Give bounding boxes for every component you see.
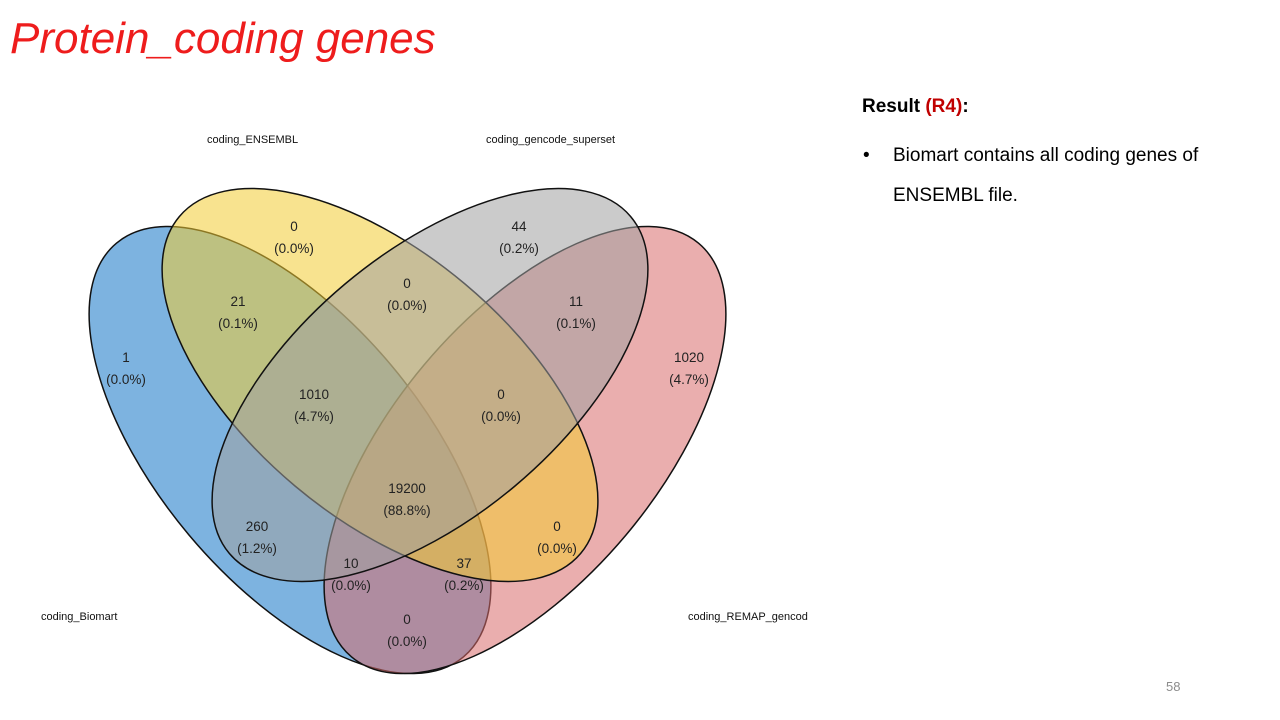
region-count: 1 xyxy=(122,350,130,365)
region-count: 0 xyxy=(403,276,411,291)
result-tag: (R4) xyxy=(925,96,963,117)
region-count: 1010 xyxy=(299,387,329,402)
region-count: 11 xyxy=(569,294,583,309)
region-ensembl-gencode-remap: 0 (0.0%) xyxy=(481,387,521,424)
region-biomart-gencode: 260 (1.2%) xyxy=(237,519,277,556)
set-label-gencode: coding_gencode_superset xyxy=(486,134,615,146)
region-ensembl-remap: 0 (0.0%) xyxy=(537,519,577,556)
bullet-item: • Biomart contains all coding genes of EN… xyxy=(862,136,1262,216)
region-percent: (0.2%) xyxy=(444,578,484,593)
region-remap-only: 1020 (4.7%) xyxy=(669,350,709,387)
region-percent: (4.7%) xyxy=(669,372,709,387)
bullet-text: Biomart contains all coding genes of ENS… xyxy=(893,145,1199,206)
region-percent: (0.0%) xyxy=(274,241,314,256)
venn-ellipses xyxy=(88,187,727,675)
region-percent: (0.0%) xyxy=(387,298,427,313)
result-panel: Result (R4): • Biomart contains all codin… xyxy=(862,96,1262,216)
set-ellipse-gencode xyxy=(211,187,649,583)
region-biomart-ensembl-gencode: 1010 (4.7%) xyxy=(294,387,334,424)
slide-title: Protein_coding genes xyxy=(10,14,436,63)
region-ensembl-only: 0 (0.0%) xyxy=(274,219,314,256)
region-count: 21 xyxy=(230,294,245,309)
set-label-remap: coding_REMAP_gencod xyxy=(688,611,808,623)
region-percent: (0.2%) xyxy=(499,241,539,256)
region-all-four: 19200 (88.8%) xyxy=(383,481,430,518)
region-count: 0 xyxy=(497,387,505,402)
region-count: 1020 xyxy=(674,350,704,365)
region-count: 19200 xyxy=(388,481,426,496)
bullet-list: • Biomart contains all coding genes of EN… xyxy=(862,136,1262,216)
region-percent: (0.0%) xyxy=(537,541,577,556)
region-biomart-ensembl: 21 (0.1%) xyxy=(218,294,258,331)
region-count: 0 xyxy=(553,519,561,534)
region-count: 37 xyxy=(456,556,471,571)
region-percent: (0.0%) xyxy=(481,409,521,424)
region-percent: (1.2%) xyxy=(237,541,277,556)
region-biomart-remap: 0 (0.0%) xyxy=(387,612,427,649)
region-biomart-gencode-remap: 10 (0.0%) xyxy=(331,556,371,593)
region-count: 0 xyxy=(290,219,298,234)
region-ensembl-gencode: 0 (0.0%) xyxy=(387,276,427,313)
region-percent: (0.0%) xyxy=(331,578,371,593)
region-count: 10 xyxy=(343,556,358,571)
set-label-ensembl: coding_ENSEMBL xyxy=(207,134,298,146)
page-number: 58 xyxy=(1166,679,1181,694)
region-biomart-ensembl-remap: 37 (0.2%) xyxy=(444,556,484,593)
result-heading-suffix: : xyxy=(962,96,969,117)
set-label-biomart: coding_Biomart xyxy=(41,611,117,623)
region-biomart-only: 1 (0.0%) xyxy=(106,350,146,387)
region-percent: (0.0%) xyxy=(106,372,146,387)
region-percent: (0.0%) xyxy=(387,634,427,649)
venn-diagram: coding_ENSEMBL coding_gencode_superset c… xyxy=(41,134,808,675)
region-percent: (0.1%) xyxy=(218,316,258,331)
region-count: 44 xyxy=(511,219,527,234)
result-heading: Result (R4): xyxy=(862,96,1262,118)
region-percent: (88.8%) xyxy=(383,503,430,518)
region-percent: (0.1%) xyxy=(556,316,596,331)
bullet-marker: • xyxy=(863,145,870,166)
region-count: 0 xyxy=(403,612,411,627)
result-heading-prefix: Result xyxy=(862,96,926,117)
region-gencode-remap: 11 (0.1%) xyxy=(556,294,596,331)
region-gencode-only: 44 (0.2%) xyxy=(499,219,539,256)
region-count: 260 xyxy=(246,519,269,534)
region-percent: (4.7%) xyxy=(294,409,334,424)
